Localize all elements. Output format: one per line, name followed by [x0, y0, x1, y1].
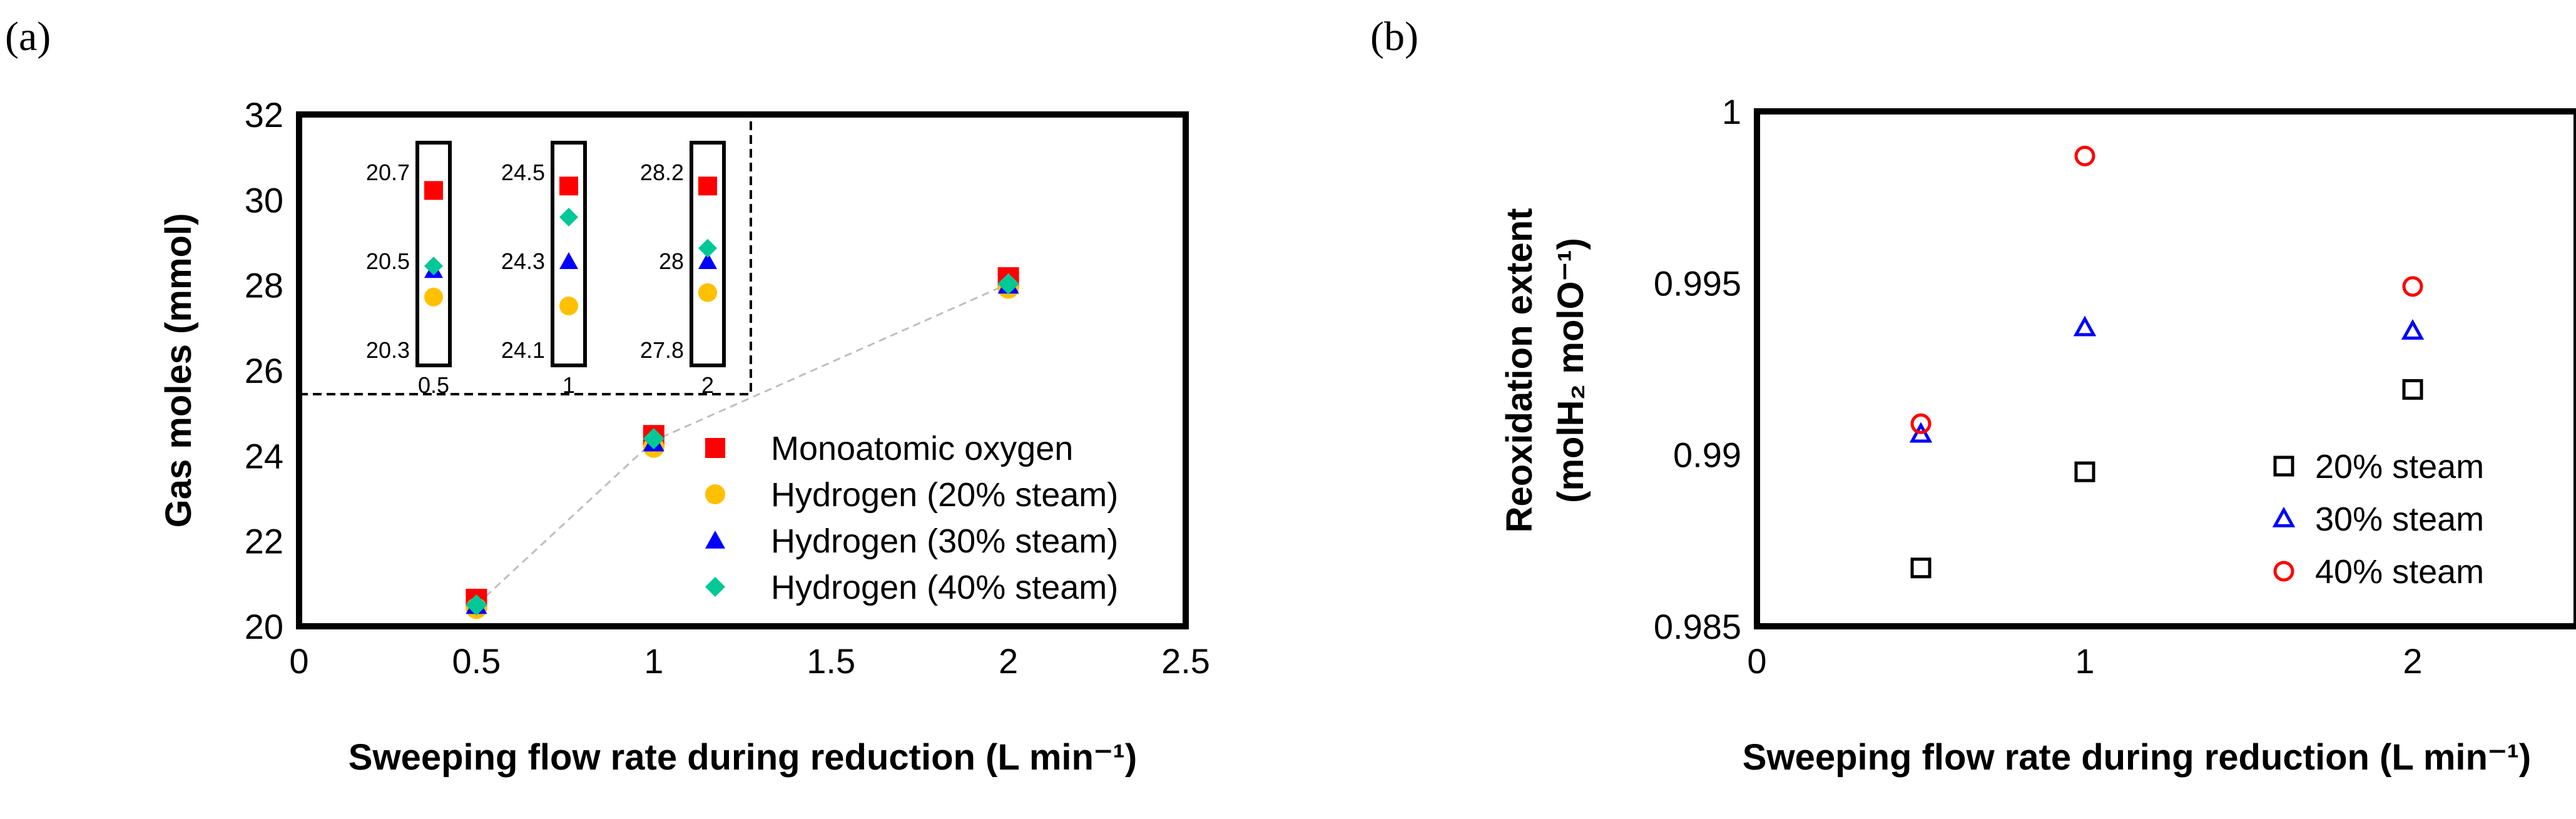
inset-y-tick-label: 28	[659, 248, 684, 274]
y-tick-label-a: 28	[245, 266, 283, 305]
legend-marker-b	[2272, 506, 2296, 527]
x-ticks-a: 0 0.5 1 1.5 2 2.5	[289, 641, 1210, 681]
inset-box	[690, 141, 726, 367]
inset-data-point	[559, 252, 578, 269]
inset-data-point	[559, 297, 578, 315]
data-point-a	[997, 273, 1019, 295]
panel-label-a: (a)	[5, 14, 51, 59]
data-point-b	[2402, 379, 2423, 400]
legend-marker-b	[2273, 455, 2294, 477]
inset-x-tick-label: 1	[563, 372, 575, 398]
data-points-a	[466, 267, 1019, 619]
legend-a: Monoatomic oxygen Hydrogen (20% steam) Hyd…	[705, 430, 1118, 606]
x-tick-label-a: 2.5	[1161, 641, 1210, 681]
x-tick-label-a: 1.5	[807, 641, 855, 681]
y-tick-label-b: 0.995	[1654, 263, 1741, 303]
legend-label-a: Hydrogen (20% steam)	[771, 476, 1118, 514]
inset-y-tick-label: 20.5	[366, 248, 410, 274]
inset-y-tick-label: 24.5	[501, 160, 545, 185]
inset-y-tick-label: 20.3	[366, 337, 410, 363]
legend-label-a: Hydrogen (30% steam)	[771, 522, 1118, 560]
data-point-b	[1910, 413, 1932, 434]
inset-data-point	[698, 176, 717, 196]
inset-y-tick-label: 20.7	[366, 160, 410, 185]
y-tick-label-a: 24	[245, 436, 283, 476]
inset-data-point	[698, 252, 717, 269]
data-points-b	[1909, 145, 2425, 579]
data-point-b	[2073, 315, 2097, 337]
inset-data-point	[698, 238, 717, 258]
y-tick-label-b: 0.99	[1673, 435, 1741, 475]
data-point-b	[2074, 145, 2095, 166]
data-point-a	[643, 428, 664, 450]
y-axis-title-a: Gas moles (mmol)	[158, 213, 199, 528]
y-ticks-a: 20 22 24 26 28 30 32	[245, 95, 283, 646]
x-ticks-b: 0 1 2	[1747, 641, 2422, 681]
x-tick-label-b: 0	[1747, 641, 1766, 681]
legend-marker-b	[2273, 561, 2294, 582]
inset-data-point	[424, 287, 443, 307]
y-ticks-b: 0.985 0.99 0.995 1	[1654, 92, 1741, 646]
inset-box	[551, 141, 587, 367]
inset-data-point	[698, 283, 717, 302]
panel-b: 0.985 0.99 0.995 1 0 1 2 20% steam 30% steam 40…	[1499, 92, 2576, 778]
inset-x-tick-label: 0.5	[418, 372, 449, 398]
inset-data-point	[424, 181, 443, 200]
legend-marker-a	[705, 577, 725, 597]
data-point-a	[466, 594, 487, 616]
inset-y-tick-label: 27.8	[640, 337, 684, 363]
x-tick-label-a: 0.5	[452, 641, 501, 681]
x-axis-title-a: Sweeping flow rate during reduction (L m…	[349, 737, 1137, 778]
inset-y-tick-label: 24.3	[501, 248, 545, 274]
y-tick-label-b: 0.985	[1654, 607, 1741, 646]
legend-label-b: 30% steam	[2315, 501, 2484, 538]
inset: 20.7 20.5 20.3 0.5 24.5 24.3 24.1 1 28.2 28 27.8 2	[366, 141, 726, 398]
inset-y-tick-label: 28.2	[640, 160, 684, 185]
legend-b: 20% steam 30% steam 40% steam	[2272, 448, 2484, 591]
data-point-b	[1910, 557, 1932, 579]
data-point-b	[1909, 422, 1933, 443]
data-point-b	[2074, 461, 2095, 482]
x-tick-label-b: 1	[2075, 641, 2094, 681]
data-point-b	[2402, 276, 2423, 297]
y-tick-label-b: 1	[1722, 92, 1741, 131]
x-axis-title-b: Sweeping flow rate during reduction (L m…	[1743, 737, 2531, 778]
x-tick-label-b: 2	[2403, 641, 2422, 681]
y-tick-label-a: 30	[245, 180, 283, 220]
legend-label-a: Hydrogen (40% steam)	[771, 569, 1118, 606]
y-axis-title-b-line1: Reoxidation extent	[1499, 208, 1540, 533]
legend-marker-a	[705, 484, 725, 504]
plot-frame-a	[296, 111, 1189, 629]
y-tick-label-a: 32	[245, 95, 283, 135]
legend-label-a: Monoatomic oxygen	[771, 430, 1073, 467]
x-tick-label-a: 2	[999, 641, 1018, 681]
data-point-b	[2401, 318, 2425, 340]
inset-x-tick-label: 2	[701, 372, 714, 398]
legend-marker-a	[705, 438, 725, 458]
inset-frame	[299, 114, 752, 395]
x-tick-label-a: 1	[644, 641, 663, 681]
y-axis-title-b-line2: (molH₂ molO⁻¹)	[1550, 238, 1591, 503]
legend-label-b: 40% steam	[2315, 553, 2484, 591]
legend-marker-a	[705, 531, 725, 549]
inset-data-point	[559, 176, 578, 196]
y-tick-label-a: 20	[245, 607, 283, 646]
panel-label-b: (b)	[1370, 14, 1418, 59]
y-tick-label-a: 22	[245, 522, 283, 561]
inset-data-point	[424, 257, 443, 276]
inset-box	[415, 141, 452, 367]
legend-label-b: 20% steam	[2315, 448, 2484, 486]
inset-data-point	[559, 208, 578, 226]
x-tick-label-a: 0	[289, 641, 308, 681]
y-tick-label-a: 26	[245, 351, 283, 390]
plot-frame-b	[1754, 108, 2576, 629]
inset-y-tick-label: 24.1	[501, 337, 545, 363]
